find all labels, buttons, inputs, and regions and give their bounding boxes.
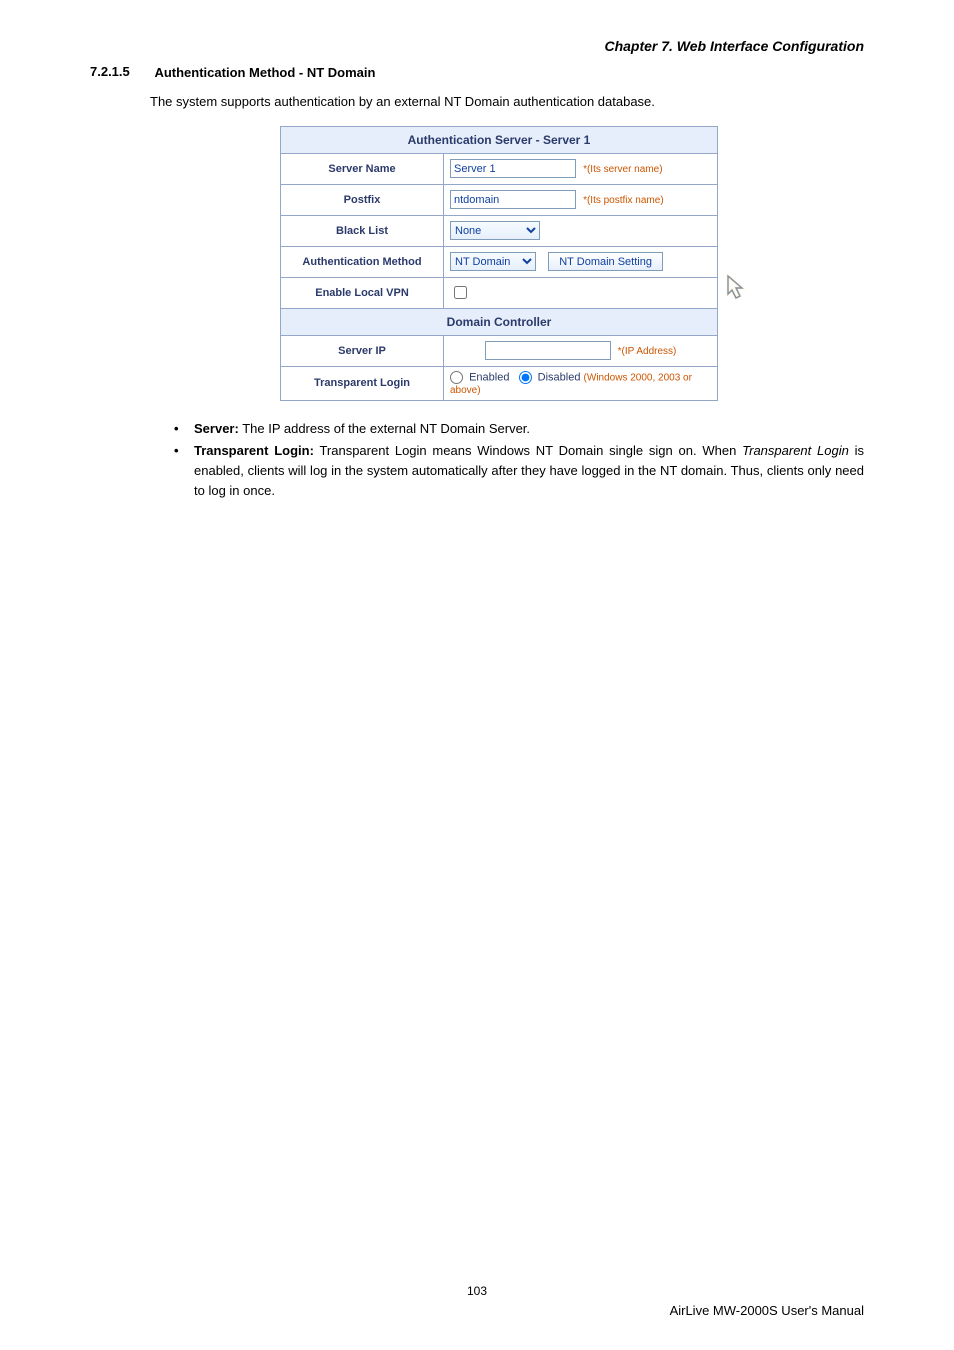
bullet-term: Transparent Login:: [194, 443, 314, 458]
footer-product: AirLive MW-2000S User's Manual: [670, 1303, 864, 1318]
postfix-input[interactable]: [450, 190, 576, 209]
bullet-text: Transparent Login means Windows NT Domai…: [314, 443, 742, 458]
server-ip-input[interactable]: [485, 341, 611, 360]
chapter-header: Chapter 7. Web Interface Configuration: [90, 38, 864, 54]
section-heading: 7.2.1.5 Authentication Method - NT Domai…: [90, 64, 864, 82]
section-intro: The system supports authentication by an…: [150, 92, 864, 112]
auth-table-title: Authentication Server - Server 1: [281, 126, 718, 153]
bullet-text: The IP address of the external NT Domain…: [239, 421, 530, 436]
page-number: 103: [0, 1284, 954, 1298]
server-name-hint: *(Its server name): [583, 164, 662, 175]
row-label-postfix: Postfix: [281, 184, 444, 215]
row-label-server-name: Server Name: [281, 153, 444, 184]
transparent-login-enabled-radio[interactable]: [450, 371, 463, 384]
disabled-label: Disabled: [538, 371, 581, 383]
cursor-pointer-icon: [724, 274, 750, 304]
enabled-label: Enabled: [469, 371, 509, 383]
server-ip-hint: *(IP Address): [618, 346, 677, 357]
row-label-auth-method: Authentication Method: [281, 246, 444, 277]
bullet-list: Server: The IP address of the external N…: [174, 419, 864, 502]
bullet-term: Server:: [194, 421, 239, 436]
row-label-server-ip: Server IP: [281, 335, 444, 366]
section-title: Authentication Method - NT Domain: [154, 65, 375, 80]
bullet-italic: Transparent Login: [742, 443, 849, 458]
row-label-transparent-login: Transparent Login: [281, 366, 444, 400]
auth-server-table: Authentication Server - Server 1 Server …: [280, 126, 718, 401]
row-label-enable-local-vpn: Enable Local VPN: [281, 277, 444, 308]
nt-domain-setting-button[interactable]: NT Domain Setting: [548, 252, 663, 271]
auth-method-select[interactable]: NT Domain: [450, 252, 536, 271]
postfix-hint: *(Its postfix name): [583, 195, 664, 206]
black-list-select[interactable]: None: [450, 221, 540, 240]
row-label-black-list: Black List: [281, 215, 444, 246]
server-name-input[interactable]: [450, 159, 576, 178]
enable-local-vpn-checkbox[interactable]: [454, 286, 467, 299]
list-item: Server: The IP address of the external N…: [174, 419, 864, 439]
domain-controller-title: Domain Controller: [281, 308, 718, 335]
section-number: 7.2.1.5: [90, 64, 150, 79]
transparent-login-disabled-radio[interactable]: [519, 371, 532, 384]
list-item: Transparent Login: Transparent Login mea…: [174, 441, 864, 501]
